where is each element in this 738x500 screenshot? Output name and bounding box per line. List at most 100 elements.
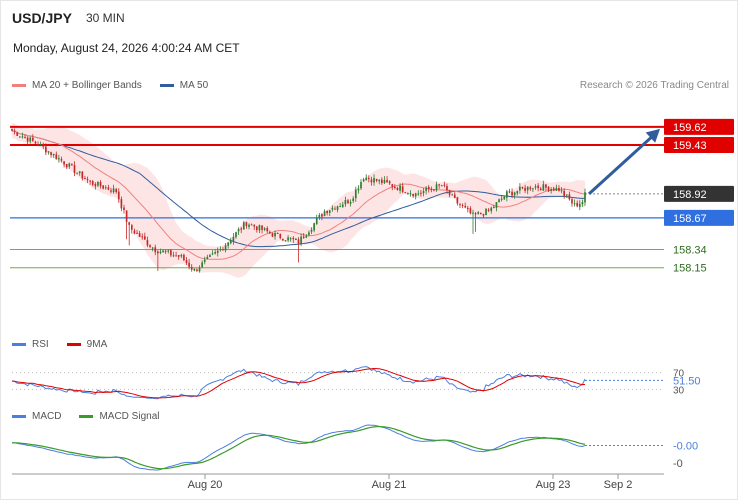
candle-body <box>271 233 274 237</box>
candle-body <box>352 198 355 202</box>
candle-body <box>39 144 42 146</box>
level-label-158-34: 158.34 <box>673 245 707 257</box>
candle-body <box>391 184 394 187</box>
candle-body <box>336 206 339 210</box>
candle-body <box>394 187 396 189</box>
x-tick-label: Aug 23 <box>536 479 571 491</box>
candle-body <box>235 232 237 238</box>
candle-body <box>472 212 474 214</box>
candle-body <box>435 184 438 190</box>
rsi-tick-70: 70 <box>673 369 685 380</box>
macd-tick-zero: -0 <box>673 458 683 470</box>
candle-body <box>321 214 323 217</box>
level-tag-158-67 <box>664 209 734 226</box>
candle-body <box>50 152 52 155</box>
candle-body <box>326 210 328 214</box>
candle-body <box>451 194 454 196</box>
ma20-line <box>11 130 586 260</box>
level-label-158-92: 158.92 <box>673 189 707 201</box>
candle-body <box>328 210 331 213</box>
candle-body <box>357 188 360 191</box>
ma50-legend-label: MA 50 <box>179 80 209 91</box>
rsi-ma-legend-label: 9MA <box>86 339 108 350</box>
candle-body <box>162 250 164 252</box>
candle-body <box>159 251 162 254</box>
candle-body <box>521 186 524 189</box>
candle-body <box>185 260 188 263</box>
candle-body <box>146 240 149 246</box>
candle-body <box>188 262 190 267</box>
candle-body <box>18 136 21 138</box>
candle-body <box>409 193 412 195</box>
candle-body <box>469 208 472 214</box>
candle-body <box>464 205 467 208</box>
candle-body <box>289 238 292 240</box>
candle-body <box>537 185 539 189</box>
candle-body <box>349 201 352 204</box>
rsi-ma-swatch <box>66 343 81 346</box>
candle-body <box>196 269 198 271</box>
candle-body <box>136 232 138 234</box>
candle-body <box>396 187 399 191</box>
candle-body <box>255 226 258 231</box>
candle-body <box>248 224 250 227</box>
candle-body <box>86 178 89 181</box>
ma20-legend-label: MA 20 + Bollinger Bands <box>32 80 142 91</box>
candle-body <box>164 250 167 252</box>
candle-body <box>229 240 232 244</box>
candle-body <box>117 191 120 200</box>
candle-body <box>313 223 315 231</box>
candle-body <box>170 250 172 256</box>
candle-body <box>547 186 550 192</box>
candle-body <box>430 189 433 191</box>
candle-body <box>487 209 490 211</box>
candle-body <box>65 164 68 168</box>
candle-body <box>323 211 326 216</box>
candle-body <box>287 237 289 241</box>
candle-body <box>284 240 287 242</box>
macd-tick-last: -0.00 <box>673 440 698 452</box>
candle-body <box>263 228 266 230</box>
candle-body <box>545 184 547 188</box>
candle-body <box>115 189 118 193</box>
candle-body <box>26 137 29 142</box>
candle-body <box>198 267 201 272</box>
candle-body <box>42 144 45 147</box>
candle-body <box>365 177 368 181</box>
candle-body <box>60 159 63 161</box>
candle-body <box>362 179 365 182</box>
candle-body <box>214 252 217 254</box>
candle-body <box>529 187 532 190</box>
timeframe-label[interactable]: 30 MIN <box>86 11 125 25</box>
candle-body <box>367 178 370 180</box>
candle-body <box>341 204 344 207</box>
candle-body <box>110 190 112 192</box>
candle-body <box>576 202 579 207</box>
candle-body <box>474 213 477 215</box>
candle-body <box>532 188 534 190</box>
candle-body <box>380 179 383 184</box>
rsi-tick-30: 30 <box>673 385 685 396</box>
candle-body <box>360 181 362 189</box>
candle-body <box>558 188 560 191</box>
candle-body <box>97 181 99 186</box>
candle-body <box>107 187 110 190</box>
candle-body <box>503 196 506 200</box>
candle-body <box>453 194 456 199</box>
candle-body <box>347 200 349 204</box>
macd-line <box>11 424 586 471</box>
candle-body <box>422 191 425 194</box>
candle-body <box>81 171 84 179</box>
level-label-158-15: 158.15 <box>673 263 707 275</box>
candle-body <box>534 186 537 188</box>
level-label-159-43: 159.43 <box>673 140 707 152</box>
candle-body <box>552 188 555 191</box>
macd-signal-line <box>12 425 586 470</box>
candle-body <box>55 154 58 160</box>
candle-body <box>573 203 576 205</box>
candle-body <box>513 192 516 196</box>
candle-body <box>498 199 500 203</box>
candle-body <box>201 262 203 268</box>
candle-body <box>242 222 245 230</box>
